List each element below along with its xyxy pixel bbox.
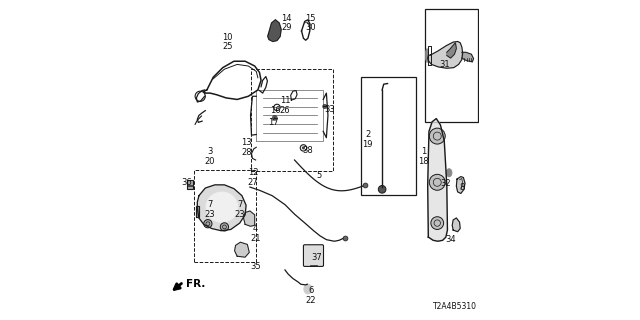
Text: 6
22: 6 22 — [306, 286, 316, 305]
Text: 14
29: 14 29 — [282, 14, 292, 32]
Text: 35: 35 — [250, 262, 261, 271]
Polygon shape — [428, 42, 463, 68]
Circle shape — [322, 104, 327, 109]
Text: 12
27: 12 27 — [248, 168, 259, 187]
Circle shape — [272, 115, 278, 121]
Circle shape — [204, 220, 212, 228]
Text: 16: 16 — [270, 106, 281, 115]
FancyBboxPatch shape — [187, 180, 193, 189]
Polygon shape — [268, 20, 281, 42]
Polygon shape — [244, 211, 255, 226]
Text: 32: 32 — [440, 180, 451, 188]
Polygon shape — [428, 119, 447, 241]
Text: 38: 38 — [302, 146, 312, 155]
Text: 4
21: 4 21 — [250, 224, 261, 243]
Text: 7
23: 7 23 — [234, 200, 245, 219]
Bar — [362, 77, 415, 195]
Text: 10
25: 10 25 — [222, 33, 233, 52]
Circle shape — [220, 223, 228, 231]
Ellipse shape — [304, 284, 312, 294]
Text: 7
23: 7 23 — [205, 200, 216, 219]
Circle shape — [302, 146, 305, 149]
Ellipse shape — [446, 169, 452, 177]
Text: 36: 36 — [182, 178, 192, 187]
Polygon shape — [196, 206, 199, 217]
Text: 5: 5 — [317, 172, 322, 180]
Text: 17: 17 — [269, 118, 279, 127]
Circle shape — [429, 128, 445, 144]
Text: 13
28: 13 28 — [241, 138, 252, 156]
Text: 34: 34 — [445, 235, 456, 244]
Circle shape — [429, 174, 445, 190]
Text: 15
30: 15 30 — [305, 14, 316, 32]
Polygon shape — [197, 185, 246, 231]
Text: 37: 37 — [312, 253, 322, 262]
Bar — [425, 9, 477, 122]
Polygon shape — [452, 218, 460, 232]
Polygon shape — [235, 242, 249, 257]
Text: 8: 8 — [459, 183, 465, 192]
Text: 31: 31 — [439, 60, 449, 69]
Bar — [250, 69, 333, 171]
FancyBboxPatch shape — [303, 245, 323, 267]
Text: T2A4B5310: T2A4B5310 — [433, 302, 477, 311]
Polygon shape — [447, 43, 456, 58]
Circle shape — [431, 217, 444, 229]
Text: 11
26: 11 26 — [280, 97, 291, 115]
Text: 33: 33 — [324, 105, 335, 114]
Text: 2
19: 2 19 — [362, 130, 373, 149]
Polygon shape — [462, 52, 474, 62]
Ellipse shape — [206, 192, 238, 222]
Bar — [194, 170, 256, 262]
Text: 1
18: 1 18 — [418, 148, 429, 166]
Polygon shape — [426, 49, 428, 62]
Circle shape — [378, 186, 386, 193]
Text: 3
20: 3 20 — [205, 148, 215, 166]
Text: FR.: FR. — [186, 279, 205, 289]
Polygon shape — [456, 177, 465, 194]
